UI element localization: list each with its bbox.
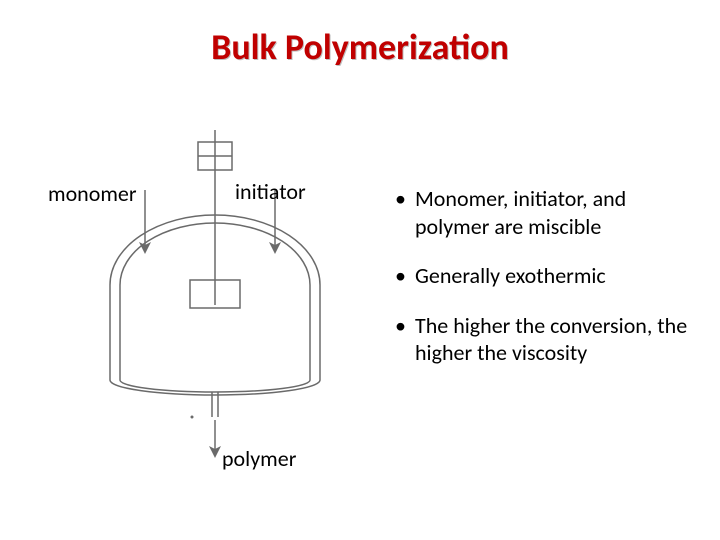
vessel-bottom-inner: [120, 380, 310, 392]
valve-dot: [191, 416, 194, 419]
bullet-list: Monomer, initiator, and polymer are misc…: [395, 185, 695, 389]
bullet-item: The higher the conversion, the higher th…: [395, 312, 695, 367]
bullet-item: Monomer, initiator, and polymer are misc…: [395, 185, 695, 240]
page-title: Bulk Polymerization: [0, 25, 720, 69]
bullet-item: Generally exothermic: [395, 262, 695, 290]
initiator-label: initiator: [235, 178, 306, 205]
polymer-label: polymer: [222, 445, 296, 472]
monomer-label: monomer: [48, 180, 137, 207]
